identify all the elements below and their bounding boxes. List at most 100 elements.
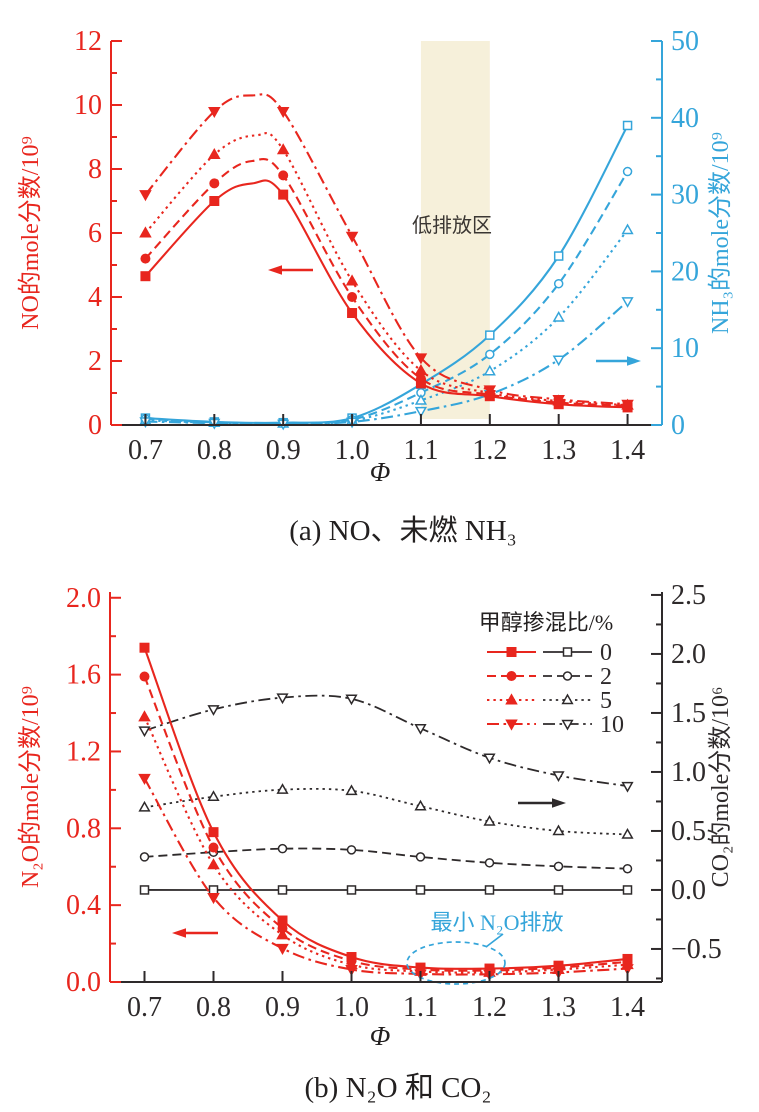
marker-square (139, 642, 150, 653)
chart-b-min-n2o-annotation: 最小 N₂O排放 (431, 910, 564, 935)
marker-triangle-up (483, 364, 496, 376)
marker-triangle-down (414, 406, 428, 418)
marker-triangle-up (505, 693, 518, 705)
series-curve-NH3-10 (145, 300, 629, 425)
marker-square (553, 885, 564, 895)
marker-square (506, 647, 517, 657)
legend-entry-label: 2 (600, 664, 612, 690)
left-tick-label: 2.0 (66, 583, 101, 614)
right-tick-label: −0.5 (671, 934, 722, 965)
marker-circle (485, 349, 495, 360)
marker-square (415, 885, 426, 895)
marker-triangle-down (139, 190, 152, 202)
marker-circle (140, 253, 151, 264)
x-tick-label: 0.7 (127, 992, 162, 1023)
marker-circle (139, 671, 150, 682)
x-tick-label: 0.9 (266, 435, 301, 466)
series-NH3-0 (140, 120, 633, 428)
chart-b-left-axis-label: N₂O的mole分数/10⁹ (17, 686, 44, 888)
marker-circle (209, 178, 220, 189)
marker-triangle-down (621, 781, 634, 793)
series-NO-10 (139, 93, 634, 411)
series-CO2-10 (138, 693, 634, 793)
marker-circle (208, 842, 219, 853)
left-tick-label: 4 (88, 282, 102, 313)
left-tick-label: 2 (88, 346, 102, 377)
left-tick-label: 12 (74, 26, 102, 57)
right-tick-label: 20 (671, 256, 699, 287)
chart-b-x-axis-label: Φ (370, 1021, 391, 1051)
arrow-head (268, 265, 282, 275)
marker-square (277, 885, 288, 895)
series-curve-NO-5 (144, 132, 628, 407)
legend-entry-label: 0 (600, 640, 612, 666)
series-NH3-2 (140, 166, 633, 428)
left-tick-label: 1.2 (66, 736, 101, 767)
x-tick-label: 0.8 (197, 435, 232, 466)
right-tick-label: 1.0 (671, 757, 706, 788)
x-tick-label: 0.9 (265, 992, 300, 1023)
series-CO2-0 (139, 885, 633, 895)
series-CO2-5 (138, 783, 634, 839)
series-curve-NH3-2 (145, 171, 629, 425)
chart-a: 0.7 0.8 0.9 1.0 1.1 1.2 1.3 1.4 0 2 4 6 8 10 12 0 10 20 30… (74, 26, 699, 466)
arrow-head (627, 356, 641, 366)
marker-square (562, 647, 573, 657)
marker-triangle-down (505, 719, 518, 731)
marker-triangle-down (483, 753, 496, 765)
marker-triangle-up (276, 783, 289, 794)
marker-triangle-up (414, 364, 428, 376)
marker-triangle-up (208, 148, 221, 160)
marker-triangle-up (276, 928, 289, 940)
marker-triangle-up (345, 274, 359, 286)
series-curve-NH3-0 (145, 125, 629, 424)
legend-entry-label: 10 (600, 712, 624, 738)
marker-circle (415, 852, 426, 862)
chart-b-right-axis-label: CO₂的mole分数/10⁶ (707, 687, 734, 888)
x-tick-label: 0.8 (196, 992, 231, 1023)
arrow-head (172, 928, 186, 938)
marker-triangle-down (276, 693, 289, 705)
chart-b-legend-title: 甲醇掺混比/% (479, 610, 613, 635)
x-tick-label: 1.0 (334, 992, 369, 1023)
marker-circle (415, 373, 426, 384)
marker-square (484, 885, 495, 895)
marker-triangle-down (414, 724, 427, 735)
right-tick-label: 0.0 (671, 875, 706, 906)
marker-triangle-down (621, 964, 634, 976)
marker-triangle-down (552, 394, 565, 406)
marker-triangle-down (414, 353, 428, 365)
left-tick-label: 6 (88, 218, 102, 249)
marker-triangle-up (276, 143, 290, 155)
right-tick-label: 30 (671, 180, 699, 211)
arrow-head (552, 798, 566, 808)
x-tick-label: 1.3 (541, 992, 576, 1023)
right-tick-label: 2.0 (671, 639, 706, 670)
marker-triangle-up (621, 828, 634, 839)
min-n2o-connector (485, 933, 504, 948)
x-tick-label: 1.4 (610, 992, 645, 1023)
marker-triangle-down (552, 355, 565, 367)
left-tick-label: 0.8 (66, 813, 101, 844)
marker-triangle-down (345, 231, 359, 243)
marker-square (346, 885, 357, 895)
marker-triangle-up (414, 393, 428, 405)
right-tick-label: 0 (671, 410, 685, 441)
marker-triangle-up (483, 815, 496, 826)
right-tick-label: 50 (671, 26, 699, 57)
marker-triangle-down (483, 385, 497, 397)
left-tick-label: 8 (88, 154, 102, 185)
x-tick-label: 1.1 (403, 435, 438, 466)
left-tick-label: 0.4 (66, 890, 101, 921)
marker-square (209, 196, 220, 206)
series-curve-N2O-10 (143, 777, 628, 976)
marker-triangle-up (138, 800, 151, 812)
right-tick-label: 0.5 (671, 816, 706, 847)
marker-circle (278, 170, 289, 181)
marker-triangle-up (561, 693, 574, 705)
marker-triangle-down (138, 726, 151, 738)
marker-triangle-up (207, 858, 220, 870)
right-tick-label: 10 (671, 333, 699, 364)
low-emission-band (420, 41, 490, 419)
